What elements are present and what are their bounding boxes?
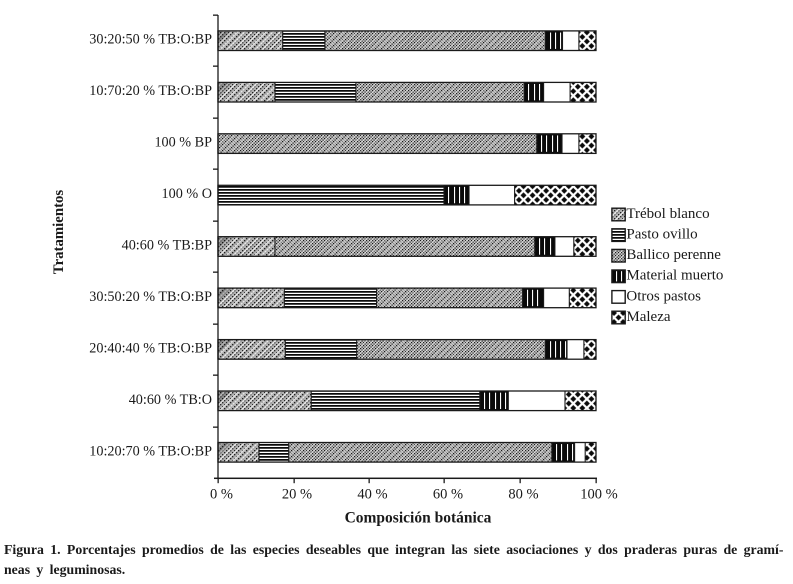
svg-text:80 %: 80 % bbox=[508, 486, 538, 502]
svg-text:30:20:50 % TB:O:BP: 30:20:50 % TB:O:BP bbox=[89, 32, 212, 48]
svg-text:Composición botánica: Composición botánica bbox=[345, 510, 492, 527]
svg-text:Material muerto: Material muerto bbox=[626, 268, 723, 284]
svg-text:Pasto ovillo: Pasto ovillo bbox=[626, 227, 697, 243]
svg-text:Trébol blanco: Trébol blanco bbox=[626, 206, 709, 222]
svg-text:100 % O: 100 % O bbox=[162, 186, 212, 202]
svg-text:60 %: 60 % bbox=[433, 486, 463, 502]
svg-text:100 %: 100 % bbox=[580, 486, 617, 502]
svg-text:20:40:40 % TB:O:BP: 20:40:40 % TB:O:BP bbox=[89, 340, 212, 356]
svg-text:Ballico perenne: Ballico perenne bbox=[626, 247, 721, 263]
svg-text:30:50:20 % TB:O:BP: 30:50:20 % TB:O:BP bbox=[89, 289, 212, 305]
svg-text:0 %: 0 % bbox=[210, 486, 233, 502]
svg-text:10:20:70 % TB:O:BP: 10:20:70 % TB:O:BP bbox=[89, 443, 212, 459]
svg-text:Maleza: Maleza bbox=[626, 309, 670, 325]
svg-text:20 %: 20 % bbox=[282, 486, 312, 502]
svg-text:40 %: 40 % bbox=[357, 486, 387, 502]
svg-text:40:60 % TB:O: 40:60 % TB:O bbox=[129, 392, 212, 408]
svg-text:10:70:20 % TB:O:BP: 10:70:20 % TB:O:BP bbox=[89, 83, 212, 99]
svg-text:100 % BP: 100 % BP bbox=[154, 135, 212, 151]
svg-text:40:60 % TB:BP: 40:60 % TB:BP bbox=[122, 238, 213, 254]
svg-text:Tratamientos: Tratamientos bbox=[51, 190, 67, 275]
svg-text:Otros pastos: Otros pastos bbox=[626, 288, 701, 304]
